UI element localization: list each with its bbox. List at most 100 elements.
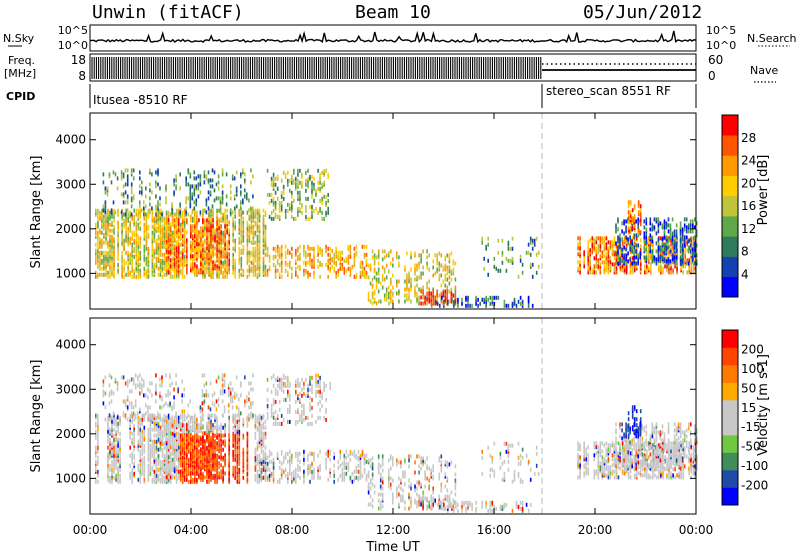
y-tick-label: 4000 (55, 133, 86, 147)
echo-cell (693, 242, 695, 246)
echo-cell (188, 480, 190, 484)
echo-cell (255, 273, 257, 277)
echo-cell (408, 276, 410, 280)
echo-cell (131, 243, 133, 247)
echo-cell (688, 262, 690, 266)
echo-cell (693, 266, 695, 270)
echo-cell (107, 446, 109, 450)
echo-cell (247, 247, 249, 251)
echo-cell (208, 267, 210, 271)
echo-cell (378, 253, 380, 257)
echo-cell (224, 224, 226, 228)
echo-cell (368, 276, 370, 280)
echo-cell (291, 267, 293, 271)
echo-cell (664, 247, 666, 251)
echo-cell (327, 199, 329, 203)
echo-cell (152, 440, 154, 444)
echo-cell (194, 234, 196, 238)
echo-cell (168, 420, 170, 424)
echo-cell (475, 296, 477, 300)
echo-cell (449, 270, 451, 274)
echo-cell (176, 234, 178, 238)
echo-cell (467, 304, 469, 308)
echo-cell (150, 432, 152, 436)
echo-cell (303, 273, 305, 277)
echo-cell (374, 268, 376, 272)
echo-cell (150, 424, 152, 428)
echo-cell (378, 272, 380, 276)
echo-cell (158, 468, 160, 472)
echo-cell (522, 300, 524, 304)
echo-cell (101, 243, 103, 247)
echo-cell (247, 239, 249, 243)
echo-cell (152, 466, 154, 470)
echo-cell (619, 257, 621, 261)
echo-cell (297, 191, 299, 195)
echo-cell (158, 223, 160, 227)
echo-cell (214, 246, 216, 250)
echo-cell (305, 251, 307, 255)
echo-cell (190, 215, 192, 219)
echo-cell (129, 271, 131, 275)
echo-cell (161, 213, 163, 217)
echo-cell (168, 236, 170, 240)
echo-cell (117, 186, 119, 190)
echo-cell (273, 247, 275, 251)
echo-cell (360, 271, 362, 275)
echo-cell (142, 414, 144, 418)
echo-cell (658, 245, 660, 249)
echo-cell (210, 209, 212, 213)
echo-cell (182, 478, 184, 482)
echo-cell (158, 460, 160, 464)
colorbar-tick-label: 20 (741, 176, 756, 190)
echo-cell (109, 446, 111, 450)
echo-cell (170, 213, 172, 217)
echo-cell (528, 304, 530, 308)
echo-cell (370, 282, 372, 286)
echo-cell (372, 284, 374, 288)
echo-cell (129, 424, 131, 428)
echo-cell (577, 246, 579, 250)
echo-cell (660, 221, 662, 225)
echo-cell (111, 229, 113, 233)
echo-cell (206, 246, 208, 250)
echo-cell (321, 211, 323, 215)
echo-cell (115, 430, 117, 434)
echo-cell (202, 213, 204, 217)
echo-cell (178, 420, 180, 424)
echo-cell (144, 227, 146, 231)
echo-cell (390, 278, 392, 282)
echo-cell (113, 219, 115, 223)
echo-cell (604, 264, 606, 268)
echo-cell (228, 258, 230, 262)
echo-cell (317, 211, 319, 215)
echo-cell (658, 257, 660, 261)
echo-cell (428, 280, 430, 284)
echo-cell (275, 275, 277, 279)
nave-label: Nave (750, 64, 778, 77)
echo-cell (408, 288, 410, 292)
echo-cell (174, 224, 176, 228)
echo-cell (530, 263, 532, 267)
echo-cell (445, 255, 447, 259)
echo-cell (105, 273, 107, 277)
echo-cell (668, 223, 670, 227)
echo-cell (103, 215, 105, 219)
echo-cell (644, 235, 646, 239)
echo-cell (614, 262, 616, 266)
beam-title: Beam 10 (355, 2, 431, 23)
echo-cell (664, 243, 666, 247)
echo-cell (117, 438, 119, 442)
echo-cell (277, 245, 279, 249)
echo-cell (487, 243, 489, 247)
echo-cell (487, 259, 489, 263)
echo-cell (129, 257, 131, 261)
echo-cell (168, 270, 170, 274)
echo-cell (496, 296, 498, 300)
echo-cell (184, 217, 186, 221)
echo-cell (271, 217, 273, 221)
echo-cell (255, 221, 257, 225)
echo-cell (631, 245, 633, 249)
echo-cell (348, 255, 350, 259)
echo-cell (220, 244, 222, 248)
